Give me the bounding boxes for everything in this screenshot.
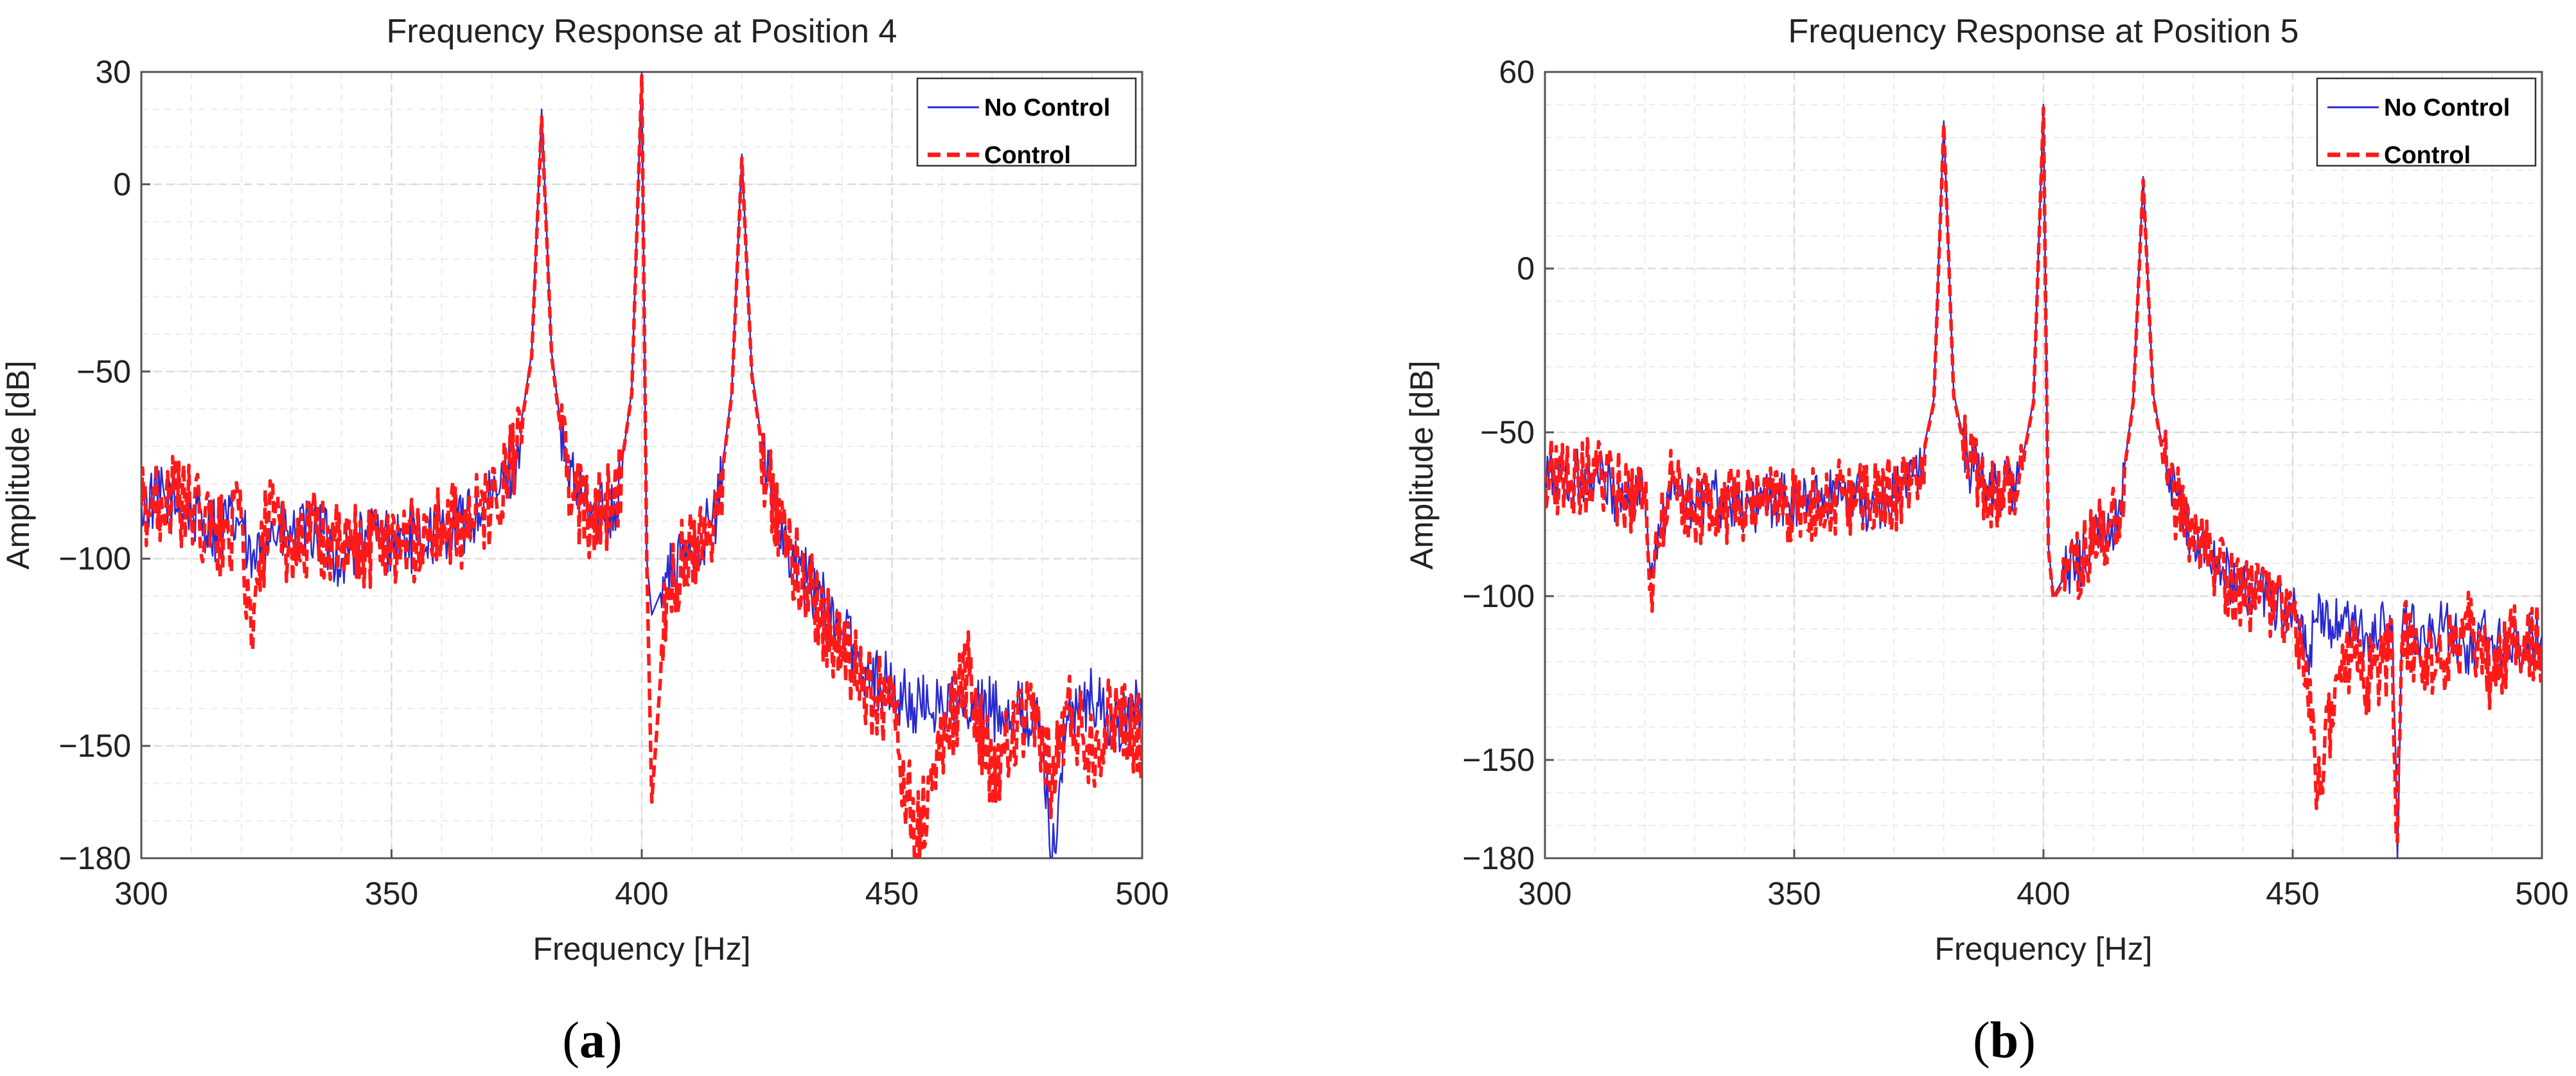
p0-x-tick-label: 300 <box>114 876 168 912</box>
p1-y-tick-label: 60 <box>1499 54 1535 90</box>
p0-series-control-line <box>141 74 1142 858</box>
p0-x-tick-label: 400 <box>615 876 668 912</box>
p0-x-axis-label: Frequency [Hz] <box>533 931 750 967</box>
panel-caption-b: (b) <box>1973 1012 2036 1069</box>
chart-panel-b: 300 350 400 450 500 60 0 −50 −100 −150 −180 Frequen… <box>1288 0 2576 1076</box>
p0-x-tick-label: 450 <box>865 876 919 912</box>
p0-y-tick-label: 0 <box>113 166 131 202</box>
p1-y-tick-label: −50 <box>1480 414 1535 450</box>
frequency-chart-position-4: 300 350 400 450 500300−50−100−150−180Frequen… <box>0 13 1169 967</box>
p0-y-tick-label: −100 <box>58 541 131 577</box>
p0-x-tick-label: 350 <box>365 876 418 912</box>
p0-legend-box <box>916 77 1137 167</box>
p0-y-axis-label: Amplitude [dB] <box>0 360 36 569</box>
p1-legend-box <box>2316 77 2537 167</box>
p1-legend-label-control: Control <box>2384 142 2471 169</box>
p1-x-tick-label: 350 <box>1767 876 1821 912</box>
p0-y-tick-label: −150 <box>58 728 131 764</box>
p1-x-tick-label: 500 <box>2515 876 2568 912</box>
p1-y-tick-label: 0 <box>1517 251 1535 287</box>
p0-x-tick-label: 500 <box>1115 876 1169 912</box>
p1-y-tick-label: −150 <box>1462 742 1535 778</box>
p1-y-tick-label: −180 <box>1462 840 1535 876</box>
p0-y-tick-label: −180 <box>58 840 131 876</box>
p1-x-tick-label: 450 <box>2266 876 2319 912</box>
panel-caption-a: (a) <box>562 1012 622 1069</box>
p1-series-control-line <box>1545 106 2542 844</box>
p1-x-tick-label: 400 <box>2016 876 2070 912</box>
p1-y-tick-label: −100 <box>1462 578 1535 614</box>
p1-chart-title: Frequency Response at Position 5 <box>1788 13 2299 50</box>
p1-x-axis-label: Frequency [Hz] <box>1934 931 2152 967</box>
p0-chart-title: Frequency Response at Position 4 <box>387 13 897 50</box>
panel-label-a: a <box>579 1012 605 1069</box>
p0-legend-label-no-control: No Control <box>984 94 1110 121</box>
p1-x-tick-label: 300 <box>1518 876 1571 912</box>
p1-legend-label-no-control: No Control <box>2384 94 2510 121</box>
p1-y-axis-label: Amplitude [dB] <box>1404 360 1440 569</box>
p0-y-tick-label: −50 <box>76 353 131 389</box>
panel-label-b: b <box>1989 1012 2019 1069</box>
chart-panel-a: 300 350 400 450 500 30 0 −50 −100 −150 −180 Frequen… <box>0 13 1169 1069</box>
p0-y-tick-label: 30 <box>95 54 131 90</box>
frequency-chart-position-5: 300 350 400 450 500 60 0 −50 −100 −150 −180 Frequen… <box>1404 13 2569 967</box>
p0-legend-label-control: Control <box>984 142 1071 169</box>
